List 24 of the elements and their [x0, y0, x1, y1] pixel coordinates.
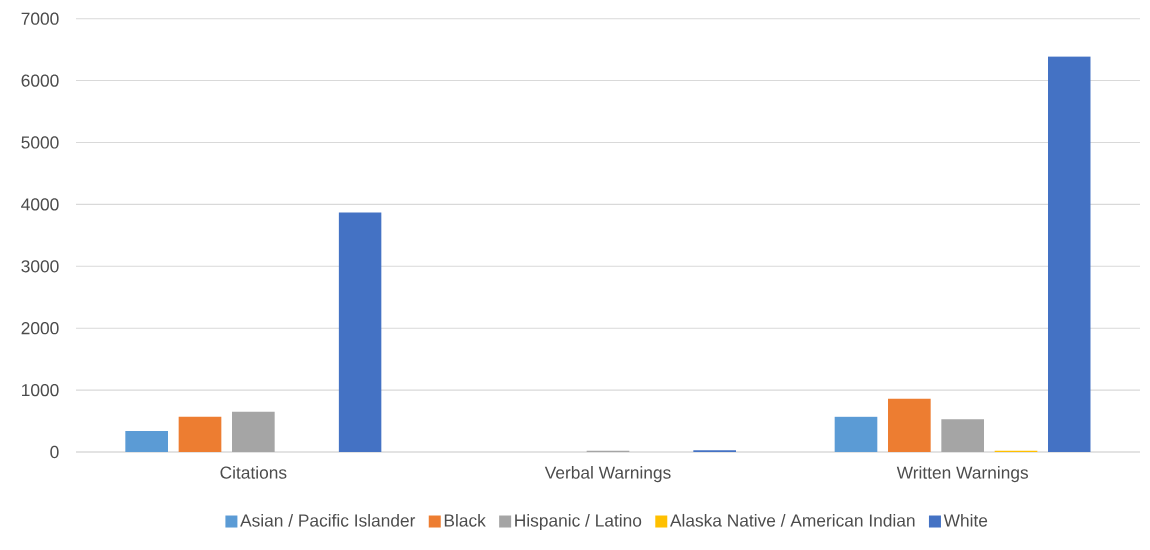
- y-tick-label: 6000: [21, 74, 59, 87]
- y-tick-label: 2000: [21, 322, 59, 335]
- legend-label: Alaska Native / American Indian: [669, 513, 915, 527]
- legend-label: Hispanic / Latino: [515, 513, 642, 531]
- bar: [941, 419, 985, 452]
- bar: [232, 411, 275, 452]
- bar: [178, 416, 222, 452]
- bar: [125, 430, 168, 452]
- legend-label: White: [943, 513, 988, 527]
- x-tick-label: Verbal Warnings: [544, 466, 671, 483]
- legend-label: Black: [444, 513, 486, 527]
- bar: [338, 212, 382, 452]
- y-tick-label: 1000: [22, 383, 59, 397]
- x-tick-label: Citations: [220, 466, 287, 479]
- y-tick-label: 0: [50, 445, 59, 459]
- x-tick-label: Written Warnings: [896, 466, 1029, 483]
- bar: [888, 398, 931, 452]
- y-tick-label: 3000: [21, 260, 59, 273]
- bar: [834, 416, 878, 452]
- y-tick-label: 7000: [21, 12, 59, 25]
- bar: [1048, 56, 1091, 452]
- y-tick-label: 5000: [21, 136, 59, 149]
- y-tick-label: 4000: [21, 198, 59, 211]
- legend-label: Asian / Pacific Islander: [240, 513, 416, 527]
